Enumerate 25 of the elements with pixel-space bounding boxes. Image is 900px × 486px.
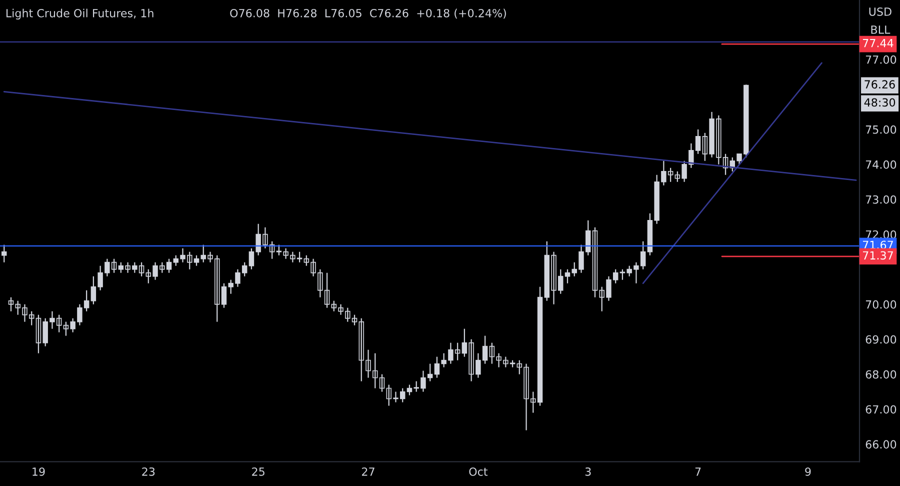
x-tick-label: 3 bbox=[585, 467, 591, 476]
annotation: 76.26 bbox=[864, 80, 895, 89]
text: BLL bbox=[871, 26, 890, 34]
ref-line-label: 77.44 bbox=[862, 39, 894, 48]
y-tick-label: 75.00 bbox=[866, 125, 896, 134]
x-tick-label: 9 bbox=[805, 467, 811, 476]
ref-line-label: 71.37 bbox=[862, 251, 893, 260]
text: Light Crude Oil Futures, 1h bbox=[6, 8, 154, 20]
y-tick-label: 67.00 bbox=[866, 405, 896, 414]
text: 48:30 bbox=[864, 98, 896, 107]
y-tick-label: 69.00 bbox=[866, 335, 896, 344]
y-tick-label: 70.00 bbox=[866, 300, 896, 309]
annotation: O76.08 H76.28 L76.05 C76.26 +0.18 (+0.24%) bbox=[230, 8, 506, 19]
x-tick-label: 7 bbox=[695, 468, 701, 476]
y-tick-label: 74.00 bbox=[866, 160, 896, 169]
x-tick-label: 27 bbox=[362, 467, 374, 476]
x-tick-label: 23 bbox=[142, 467, 155, 476]
y-tick-label: 66.00 bbox=[866, 440, 896, 449]
x-tick-label: Oct bbox=[469, 467, 488, 476]
y-tick-label: 73.00 bbox=[866, 195, 896, 204]
x-tick-label: 19 bbox=[32, 467, 45, 476]
text: USD bbox=[869, 7, 892, 16]
y-tick-label: 68.00 bbox=[866, 370, 896, 379]
y-tick-label: 77.00 bbox=[866, 55, 896, 64]
x-tick-label: 25 bbox=[252, 467, 264, 476]
